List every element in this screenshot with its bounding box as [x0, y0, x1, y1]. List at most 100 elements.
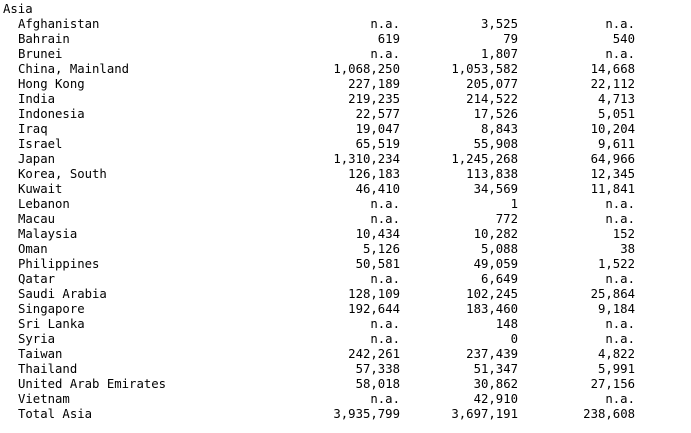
- value-column-1: 1,068,250: [333, 62, 400, 76]
- table-row: Japan 1,310,234 1,245,268 64,966: [0, 152, 691, 167]
- table-row: Thailand 57,338 51,347 5,991: [0, 362, 691, 377]
- value-column-2: 51,347: [473, 362, 518, 376]
- country-name: Thailand: [18, 362, 78, 376]
- value-column-1: n.a.: [370, 212, 400, 226]
- table-row: Hong Kong 227,189 205,077 22,112: [0, 77, 691, 92]
- value-column-3: n.a.: [605, 392, 635, 406]
- total-row: Total Asia 3,935,799 3,697,191 238,608: [0, 407, 691, 422]
- value-column-3: 27,156: [590, 377, 635, 391]
- value-column-1: 65,519: [355, 137, 400, 151]
- country-rows: Afghanistan n.a. 3,525 n.a. Bahrain 619 79 540…: [0, 17, 691, 422]
- value-column-1: 126,183: [348, 167, 400, 181]
- table-row: Bahrain 619 79 540: [0, 32, 691, 47]
- value-column-2: 79: [503, 32, 518, 46]
- value-column-3: 5,051: [597, 107, 635, 121]
- value-column-1: n.a.: [370, 317, 400, 331]
- table-row: Brunei n.a. 1,807 n.a.: [0, 47, 691, 62]
- value-column-2: 772: [495, 212, 518, 226]
- value-column-2: 1,245,268: [451, 152, 518, 166]
- country-name: India: [18, 92, 56, 106]
- value-column-3: 4,713: [597, 92, 635, 106]
- table-row: India 219,235 214,522 4,713: [0, 92, 691, 107]
- value-column-1: 227,189: [348, 77, 400, 91]
- country-name: Macau: [18, 212, 56, 226]
- value-column-3: 4,822: [597, 347, 635, 361]
- table-row: Israel 65,519 55,908 9,611: [0, 137, 691, 152]
- country-name: Syria: [18, 332, 56, 346]
- value-column-2: 5,088: [480, 242, 518, 256]
- country-name: Afghanistan: [18, 17, 100, 31]
- value-column-2: 1,807: [480, 47, 518, 61]
- value-column-2: 42,910: [473, 392, 518, 406]
- value-column-1: n.a.: [370, 272, 400, 286]
- country-name: Kuwait: [18, 182, 63, 196]
- value-column-2: 237,439: [466, 347, 518, 361]
- value-column-2: 30,862: [473, 377, 518, 391]
- table-row: Taiwan 242,261 237,439 4,822: [0, 347, 691, 362]
- table-row: Qatar n.a. 6,649 n.a.: [0, 272, 691, 287]
- country-name: Vietnam: [18, 392, 70, 406]
- table-row: Afghanistan n.a. 3,525 n.a.: [0, 17, 691, 32]
- country-name: Iraq: [18, 122, 48, 136]
- value-column-3: 152: [612, 227, 635, 241]
- table-row: Korea, South 126,183 113,838 12,345: [0, 167, 691, 182]
- country-name: Sri Lanka: [18, 317, 85, 331]
- value-column-1: n.a.: [370, 197, 400, 211]
- country-name: Japan: [18, 152, 56, 166]
- value-column-1: 50,581: [355, 257, 400, 271]
- table-row: Philippines 50,581 49,059 1,522: [0, 257, 691, 272]
- region-heading: Asia: [3, 2, 33, 16]
- country-name: Brunei: [18, 47, 63, 61]
- country-name: Singapore: [18, 302, 85, 316]
- value-column-2: 0: [510, 332, 518, 346]
- value-column-1: 57,338: [355, 362, 400, 376]
- value-column-1: n.a.: [370, 332, 400, 346]
- value-column-3: 14,668: [590, 62, 635, 76]
- value-column-2: 214,522: [466, 92, 518, 106]
- country-name: China, Mainland: [18, 62, 130, 76]
- country-name: United Arab Emirates: [18, 377, 167, 391]
- value-column-2: 8,843: [480, 122, 518, 136]
- value-column-3: 9,611: [597, 137, 635, 151]
- value-column-3: 22,112: [590, 77, 635, 91]
- value-column-2: 10,282: [473, 227, 518, 241]
- table-row: Oman 5,126 5,088 38: [0, 242, 691, 257]
- value-column-1: 10,434: [355, 227, 400, 241]
- table-row: Syria n.a. 0 n.a.: [0, 332, 691, 347]
- value-column-3: n.a.: [605, 47, 635, 61]
- table-row: Indonesia 22,577 17,526 5,051: [0, 107, 691, 122]
- value-column-3: n.a.: [605, 212, 635, 226]
- country-name: Oman: [18, 242, 48, 256]
- value-column-3: 1,522: [597, 257, 635, 271]
- value-column-2: 1,053,582: [451, 62, 518, 76]
- value-column-2: 102,245: [466, 287, 518, 301]
- country-name: Bahrain: [18, 32, 70, 46]
- value-column-3: 9,184: [597, 302, 635, 316]
- value-column-3: 12,345: [590, 167, 635, 181]
- value-column-1: n.a.: [370, 392, 400, 406]
- value-column-1: n.a.: [370, 17, 400, 31]
- country-name: Malaysia: [18, 227, 78, 241]
- country-name: Qatar: [18, 272, 56, 286]
- value-column-2: 3,525: [480, 17, 518, 31]
- table-row: Macau n.a. 772 n.a.: [0, 212, 691, 227]
- value-column-1: 128,109: [348, 287, 400, 301]
- table-row: Iraq 19,047 8,843 10,204: [0, 122, 691, 137]
- table-row: Sri Lanka n.a. 148 n.a.: [0, 317, 691, 332]
- table-row: Singapore 192,644 183,460 9,184: [0, 302, 691, 317]
- value-column-3: 5,991: [597, 362, 635, 376]
- value-column-1: n.a.: [370, 47, 400, 61]
- table-row: Malaysia 10,434 10,282 152: [0, 227, 691, 242]
- value-column-1: 1,310,234: [333, 152, 400, 166]
- country-name: Taiwan: [18, 347, 63, 361]
- value-column-2: 183,460: [466, 302, 518, 316]
- country-name: Saudi Arabia: [18, 287, 107, 301]
- value-column-2: 34,569: [473, 182, 518, 196]
- table-row: Saudi Arabia 128,109 102,245 25,864: [0, 287, 691, 302]
- value-column-1: 58,018: [355, 377, 400, 391]
- value-column-3: 38: [620, 242, 635, 256]
- value-column-1: 5,126: [362, 242, 400, 256]
- value-column-2: 1: [510, 197, 518, 211]
- value-column-2: 49,059: [473, 257, 518, 271]
